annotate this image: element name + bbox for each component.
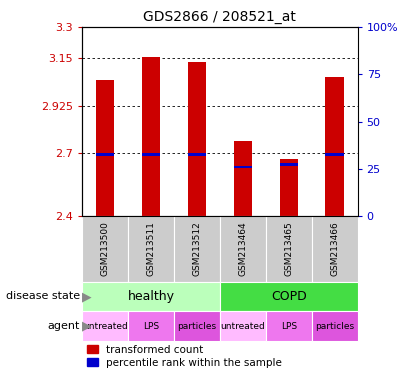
- Bar: [96, 79, 114, 217]
- Text: ▶: ▶: [82, 320, 91, 333]
- Bar: [279, 163, 298, 166]
- Legend: transformed count, percentile rank within the sample: transformed count, percentile rank withi…: [88, 344, 282, 367]
- Text: particles: particles: [178, 322, 217, 331]
- Text: untreated: untreated: [220, 322, 265, 331]
- Bar: [142, 58, 160, 217]
- Bar: [188, 153, 206, 156]
- Bar: [266, 311, 312, 341]
- Text: GSM213512: GSM213512: [192, 222, 201, 276]
- Bar: [326, 78, 344, 217]
- Bar: [188, 62, 206, 217]
- Bar: [220, 281, 358, 311]
- Text: untreated: untreated: [83, 322, 127, 331]
- Text: particles: particles: [315, 322, 354, 331]
- Bar: [82, 281, 220, 311]
- Bar: [220, 311, 266, 341]
- Text: GSM213465: GSM213465: [284, 222, 293, 276]
- Bar: [96, 153, 114, 156]
- Bar: [233, 141, 252, 217]
- Text: GSM213511: GSM213511: [147, 222, 155, 276]
- Bar: [128, 311, 174, 341]
- Bar: [142, 153, 160, 156]
- Bar: [279, 159, 298, 217]
- Text: healthy: healthy: [127, 290, 175, 303]
- Bar: [312, 217, 358, 281]
- Bar: [326, 153, 344, 156]
- Bar: [266, 217, 312, 281]
- Bar: [174, 311, 220, 341]
- Text: LPS: LPS: [281, 322, 297, 331]
- Bar: [312, 311, 358, 341]
- Text: ▶: ▶: [82, 290, 91, 303]
- Text: agent: agent: [48, 321, 80, 331]
- Text: GSM213466: GSM213466: [330, 222, 339, 276]
- Bar: [233, 166, 252, 168]
- Bar: [220, 217, 266, 281]
- Text: disease state: disease state: [6, 291, 80, 301]
- Title: GDS2866 / 208521_at: GDS2866 / 208521_at: [143, 10, 296, 25]
- Bar: [82, 311, 128, 341]
- Text: GSM213500: GSM213500: [101, 222, 110, 276]
- Bar: [128, 217, 174, 281]
- Bar: [174, 217, 220, 281]
- Bar: [82, 217, 128, 281]
- Text: LPS: LPS: [143, 322, 159, 331]
- Text: COPD: COPD: [271, 290, 307, 303]
- Text: GSM213464: GSM213464: [238, 222, 247, 276]
